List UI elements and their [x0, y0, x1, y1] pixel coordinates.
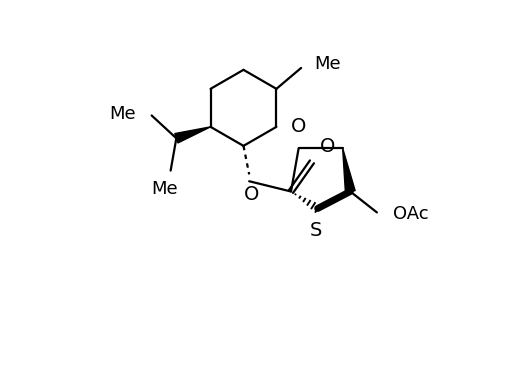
Text: Me: Me — [152, 180, 179, 198]
Text: OAc: OAc — [393, 205, 428, 223]
Polygon shape — [343, 148, 355, 192]
Text: Me: Me — [109, 105, 135, 123]
Text: O: O — [320, 137, 335, 156]
Text: S: S — [310, 221, 322, 240]
Text: O: O — [244, 185, 259, 204]
Polygon shape — [175, 127, 211, 143]
Text: O: O — [291, 117, 307, 136]
Text: Me: Me — [314, 55, 341, 73]
